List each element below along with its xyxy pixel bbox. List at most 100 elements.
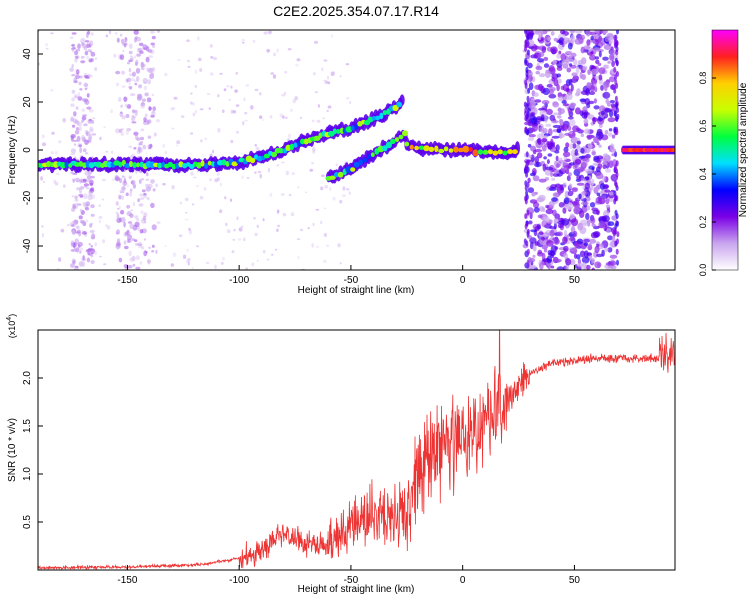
spectrogram-blob-633 xyxy=(205,261,210,264)
spectrogram-blob-1068 xyxy=(586,205,591,211)
spectrogram-blob-686 xyxy=(288,193,292,197)
spectrogram-blob-408 xyxy=(138,143,143,146)
spectrogram-blob-1607 xyxy=(547,36,552,41)
spectrogram-blob-659 xyxy=(173,96,178,100)
spectrogram-blob-361 xyxy=(147,259,151,264)
spectrogram-blob-507 xyxy=(267,167,271,173)
spectrogram-blob-233 xyxy=(151,250,155,253)
spectrogram-blob-558 xyxy=(259,173,263,179)
spectrogram-blob-467 xyxy=(204,137,207,141)
spectrogram-blob-653 xyxy=(314,91,318,94)
spectrogram-blob-396 xyxy=(148,55,154,58)
spectrogram-blob-625 xyxy=(187,65,191,69)
spectrogram-blob-1271 xyxy=(604,129,609,135)
spectrogram-blob-799 xyxy=(125,130,129,135)
spectrogram-blob-1545 xyxy=(568,183,573,190)
spectrogram-blob-1761 xyxy=(616,259,619,266)
spectrogram-blob-1381 xyxy=(601,193,609,199)
spectrogram-blob-2195 xyxy=(477,149,484,155)
spectrogram-blob-766 xyxy=(184,212,188,214)
spectrogram-blob-269 xyxy=(126,204,131,209)
spectrogram-blob-1647 xyxy=(593,155,600,161)
spectrogram-blob-772 xyxy=(103,126,106,129)
spectrogram-blob-714 xyxy=(133,55,137,59)
spectrogram-blob-1823 xyxy=(616,71,619,77)
spectrogram-blob-165 xyxy=(84,170,89,176)
snr-frame xyxy=(37,329,676,571)
spectrogram-blob-592 xyxy=(276,164,280,167)
spectrogram-blob-2067 xyxy=(196,162,202,169)
spectrogram-blob-504 xyxy=(63,184,66,188)
colorbar-tick-label-2: 0.4 xyxy=(698,168,708,181)
spectrogram-blob-692 xyxy=(176,140,181,145)
spectrogram-blob-314 xyxy=(134,82,138,86)
spectrogram-blob-561 xyxy=(71,224,75,227)
spectrogram-blob-1376 xyxy=(558,118,562,124)
spectrogram-blob-252 xyxy=(137,225,140,232)
spectrogram-blob-1446 xyxy=(569,236,575,241)
spectrogram-blob-360 xyxy=(122,180,128,187)
spectrogram-blob-1435 xyxy=(556,266,565,270)
spectrogram-blob-1298 xyxy=(556,73,562,78)
spectrogram-blob-1565 xyxy=(607,60,611,64)
spectrogram-blob-1014 xyxy=(605,204,611,208)
spectrogram-blob-677 xyxy=(140,128,145,132)
spectrogram-blob-1325 xyxy=(532,244,537,252)
spectrogram-blob-488 xyxy=(42,134,45,139)
spectrogram-blob-356 xyxy=(151,224,157,231)
spectrogram-blob-1503 xyxy=(585,168,593,174)
colorbar-tick-label-1: 0.2 xyxy=(698,216,708,229)
spectrogram-blob-406 xyxy=(138,147,143,154)
spectrogram-blob-499 xyxy=(184,197,189,202)
spectrogram-blob-214 xyxy=(77,244,81,248)
spectrogram-blob-638 xyxy=(287,48,292,51)
spectrogram-blob-1705 xyxy=(539,262,544,270)
spectrogram-blob-626 xyxy=(339,199,343,204)
spectrogram-blob-753 xyxy=(191,203,195,206)
spectrogram-blob-593 xyxy=(62,118,66,123)
snr-x-tick-label-3: 0 xyxy=(460,575,466,586)
spectrogram-blob-381 xyxy=(115,243,121,250)
spectrogram-blob-642 xyxy=(76,128,81,132)
spectrogram-blob-2197 xyxy=(487,149,493,155)
spectrogram-blob-465 xyxy=(244,111,248,115)
spectrogram-blob-453 xyxy=(41,233,45,238)
spectrogram-blob-863 xyxy=(572,143,577,149)
spectrogram-blob-846 xyxy=(598,123,603,128)
spectrogram-blob-288 xyxy=(120,209,125,215)
spectrogram-blob-1554 xyxy=(576,140,581,145)
spectrogram-blob-1786 xyxy=(524,30,528,35)
spectrogram-blob-738 xyxy=(322,117,325,120)
spectrogram-blob-1663 xyxy=(561,100,567,104)
spectrogram-blob-974 xyxy=(589,54,596,61)
spectrogram-blob-671 xyxy=(331,34,334,38)
spectrogram-blob-306 xyxy=(126,104,132,109)
spectrogram-blob-819 xyxy=(98,219,101,224)
spectrogram-blob-793 xyxy=(226,229,231,234)
spectrogram-blob-413 xyxy=(143,250,148,257)
spectrogram-blob-621 xyxy=(245,84,250,87)
spectrogram-blob-1586 xyxy=(559,108,565,114)
spectrogram-blob-562 xyxy=(170,263,174,267)
spectrogram-blob-1488 xyxy=(575,66,580,74)
spectrogram-blob-1421 xyxy=(543,216,550,222)
spectrogram-blob-1753 xyxy=(614,209,618,216)
spectrogram-blob-682 xyxy=(55,151,58,155)
spectrogram-blob-439 xyxy=(126,77,132,83)
spectrogram-blob-1486 xyxy=(608,128,613,132)
spectrogram-blob-37 xyxy=(89,223,93,228)
spectrogram-blob-498 xyxy=(335,163,338,166)
spectrogram-blob-589 xyxy=(162,183,166,186)
spectrogram-blob-49 xyxy=(74,267,79,270)
spectrogram-blob-212 xyxy=(82,201,87,207)
spectrogram-blob-1576 xyxy=(583,242,589,247)
spectrogram-blob-567 xyxy=(324,80,328,85)
spectrogram-blob-1413 xyxy=(533,207,540,213)
spectrogram-blob-577 xyxy=(115,232,119,235)
spectrogram-blob-1667 xyxy=(568,78,573,86)
spectrogram-blob-1629 xyxy=(587,143,593,149)
spectrogram-blob-474 xyxy=(241,175,244,179)
spectrogram-blob-1610 xyxy=(608,36,614,44)
spectrogram-blob-559 xyxy=(72,205,77,209)
spectrogram-blob-65 xyxy=(73,143,77,146)
